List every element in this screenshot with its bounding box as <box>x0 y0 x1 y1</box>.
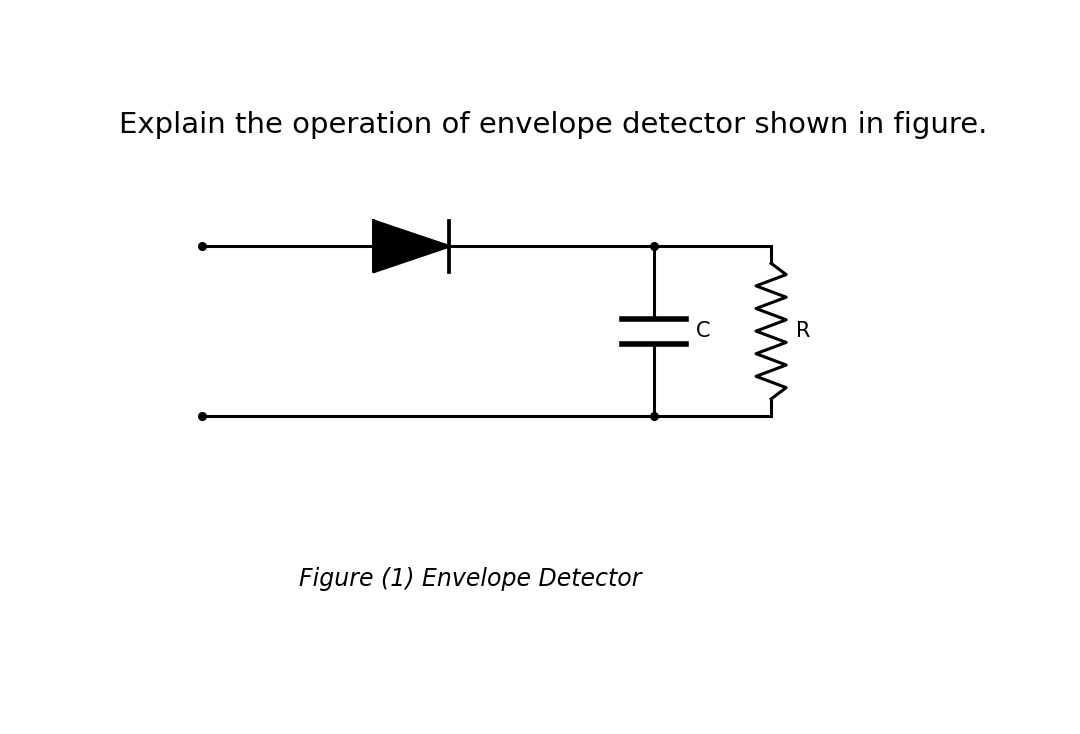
Text: Figure (1) Envelope Detector: Figure (1) Envelope Detector <box>298 567 642 591</box>
Polygon shape <box>374 221 449 272</box>
Text: C: C <box>696 321 711 341</box>
Text: Explain the operation of envelope detector shown in figure.: Explain the operation of envelope detect… <box>119 111 988 139</box>
Text: R: R <box>796 321 811 341</box>
